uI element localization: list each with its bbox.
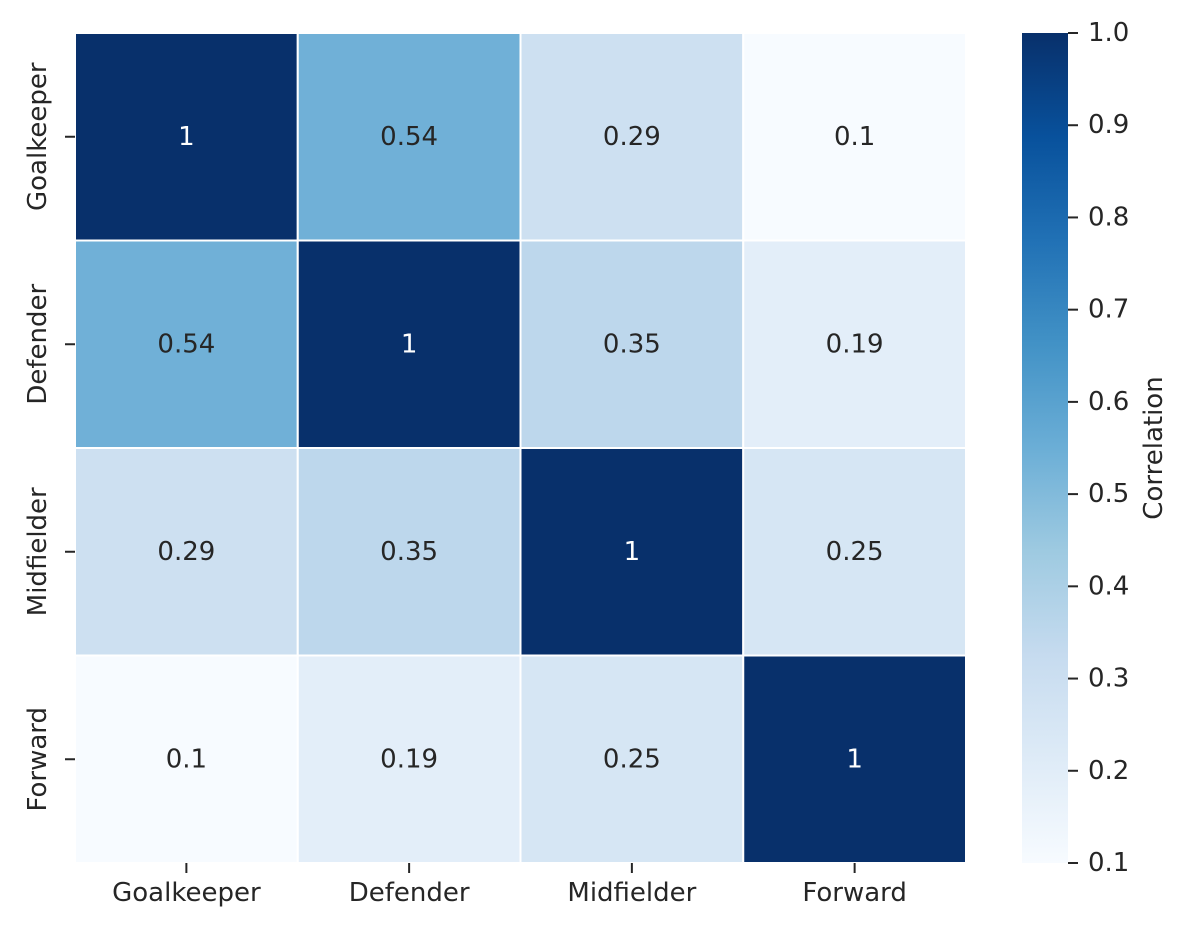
cell-value-label: 0.29 bbox=[603, 122, 661, 152]
heatmap-cell bbox=[519, 32, 745, 242]
colorbar-tick-label: 0.2 bbox=[1088, 756, 1129, 786]
colorbar-gradient bbox=[1022, 33, 1068, 863]
y-tick-label: Forward bbox=[23, 707, 53, 812]
cell-value-label: 0.1 bbox=[166, 744, 207, 774]
heatmap-cell bbox=[74, 239, 299, 449]
x-axis: Goalkeeper Defender Midfielder Forward bbox=[112, 863, 907, 908]
colorbar-tick-label: 0.7 bbox=[1088, 295, 1129, 325]
heatmap-cells bbox=[74, 32, 967, 864]
cell-value-label: 0.29 bbox=[157, 537, 215, 567]
cell-value-label: 1 bbox=[401, 329, 418, 359]
cell-value-label: 0.25 bbox=[826, 537, 884, 567]
colorbar-tick-label: 0.4 bbox=[1088, 571, 1129, 601]
colorbar-ticks: 0.1 0.2 0.3 0.4 0.5 0.6 0.7 0.8 0.9 1.0 bbox=[1068, 18, 1129, 878]
x-tick-label: Goalkeeper bbox=[112, 878, 261, 908]
heatmap-cell bbox=[742, 239, 967, 449]
colorbar-tick-label: 0.6 bbox=[1088, 387, 1129, 417]
heatmap-cell bbox=[296, 32, 522, 242]
colorbar-tick-label: 0.1 bbox=[1088, 848, 1129, 878]
cell-value-label: 0.25 bbox=[603, 744, 661, 774]
colorbar-tick-label: 0.8 bbox=[1088, 202, 1129, 232]
y-tick-label: Goalkeeper bbox=[23, 62, 53, 211]
colorbar-tick-label: 1.0 bbox=[1088, 18, 1129, 48]
heatmap-cell bbox=[742, 32, 967, 242]
cell-value-label: 0.54 bbox=[157, 329, 215, 359]
heatmap-cell-labels: 1 0.54 0.29 0.1 0.54 1 0.35 0.19 0.29 0.35 1 0.25 0.… bbox=[157, 122, 883, 775]
colorbar-label: Correlation bbox=[1139, 376, 1169, 519]
x-tick-label: Defender bbox=[349, 878, 470, 908]
cell-value-label: 0.1 bbox=[834, 122, 875, 152]
cell-value-label: 0.35 bbox=[380, 537, 438, 567]
cell-value-label: 1 bbox=[846, 744, 863, 774]
heatmap-cell bbox=[742, 447, 967, 657]
heatmap-cell bbox=[296, 239, 522, 449]
cell-value-label: 1 bbox=[178, 122, 195, 152]
x-tick-label: Forward bbox=[802, 878, 907, 908]
colorbar-tick-label: 0.5 bbox=[1088, 479, 1129, 509]
heatmap-cell bbox=[74, 654, 299, 864]
y-tick-label: Defender bbox=[23, 284, 53, 405]
heatmap-cell bbox=[296, 447, 522, 657]
colorbar-tick-label: 0.9 bbox=[1088, 110, 1129, 140]
heatmap-cell bbox=[296, 654, 522, 864]
heatmap-cell bbox=[742, 654, 967, 864]
x-tick-label: Midfielder bbox=[567, 878, 696, 908]
heatmap-cell bbox=[74, 32, 299, 242]
cell-value-label: 0.35 bbox=[603, 329, 661, 359]
y-tick-label: Midfielder bbox=[23, 487, 53, 616]
cell-value-label: 0.19 bbox=[826, 329, 884, 359]
y-axis: Goalkeeper Defender Midfielder Forward bbox=[23, 62, 75, 812]
heatmap-cell bbox=[519, 654, 745, 864]
cell-value-label: 0.19 bbox=[380, 744, 438, 774]
cell-value-label: 0.54 bbox=[380, 122, 438, 152]
colorbar: 0.1 0.2 0.3 0.4 0.5 0.6 0.7 0.8 0.9 1.0 Correlati… bbox=[1022, 18, 1169, 878]
cell-value-label: 1 bbox=[624, 537, 641, 567]
colorbar-tick-label: 0.3 bbox=[1088, 664, 1129, 694]
